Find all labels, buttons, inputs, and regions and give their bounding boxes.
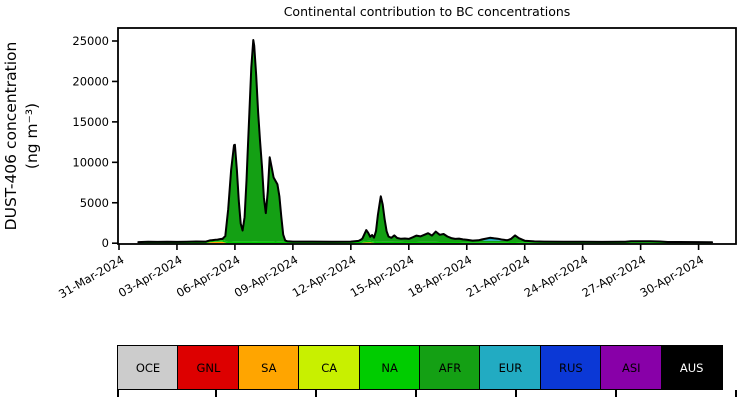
legend-label-oce: OCE: [135, 360, 161, 375]
x-tick-label: 31-Mar-2024: [56, 252, 126, 301]
legend-label-eur: EUR: [498, 360, 523, 375]
y-tick-label: 5000: [80, 196, 109, 210]
x-tick-label: 24-Apr-2024: [522, 252, 591, 300]
x-tick-label: 27-Apr-2024: [580, 252, 649, 300]
legend-label-afr: AFR: [438, 360, 462, 375]
y-tick-label: 10000: [72, 155, 109, 169]
x-tick-label: 18-Apr-2024: [406, 252, 475, 300]
y-tick-label: 20000: [72, 74, 109, 88]
legend: OCE GNL SA CA NA AFR EUR RUS ASI AUS: [117, 345, 723, 390]
legend-axis-tick: [117, 390, 119, 397]
legend-axis-tick: [735, 390, 737, 397]
x-tick-label: 06-Apr-2024: [174, 252, 243, 300]
legend-label-asi: ASI: [621, 360, 641, 375]
legend-label-sa: SA: [261, 360, 277, 375]
legend-item-eur: EUR: [479, 345, 542, 390]
legend-axis-tick: [315, 390, 317, 397]
x-tick-label: 09-Apr-2024: [232, 252, 301, 300]
legend-label-na: NA: [381, 360, 398, 375]
legend-item-afr: AFR: [419, 345, 482, 390]
y-tick-label: 25000: [72, 34, 109, 48]
x-tick-label: 30-Apr-2024: [638, 252, 707, 300]
y-tick-label: 15000: [72, 115, 109, 129]
total-line: [137, 39, 714, 244]
x-tick-label: 12-Apr-2024: [290, 252, 359, 300]
legend-axis-tick: [215, 390, 217, 397]
legend-item-asi: ASI: [600, 345, 663, 390]
y-tick-label: 0: [102, 236, 109, 250]
legend-axis-tick: [415, 390, 417, 397]
legend-item-gnl: GNL: [177, 345, 240, 390]
legend-item-na: NA: [358, 345, 421, 390]
x-tick-label: 03-Apr-2024: [116, 252, 185, 300]
x-tick-label: 21-Apr-2024: [464, 252, 533, 300]
legend-label-rus: RUS: [558, 360, 583, 375]
area-series-eur: [138, 40, 713, 243]
x-tick-label: 15-Apr-2024: [348, 252, 417, 300]
legend-item-ca: CA: [298, 345, 361, 390]
legend-item-oce: OCE: [117, 345, 179, 390]
legend-item-sa: SA: [237, 345, 300, 390]
legend-item-rus: RUS: [539, 345, 602, 390]
chart-title: Continental contribution to BC concentra…: [283, 4, 571, 19]
legend-axis-tick: [615, 390, 617, 397]
legend-label-aus: AUS: [679, 360, 704, 375]
area-series-afr: [138, 40, 713, 243]
axes-box: [117, 27, 737, 245]
legend-item-aus: AUS: [660, 345, 723, 390]
legend-label-ca: CA: [321, 360, 338, 375]
legend-label-gnl: GNL: [196, 360, 221, 375]
legend-axis-tick: [515, 390, 517, 397]
